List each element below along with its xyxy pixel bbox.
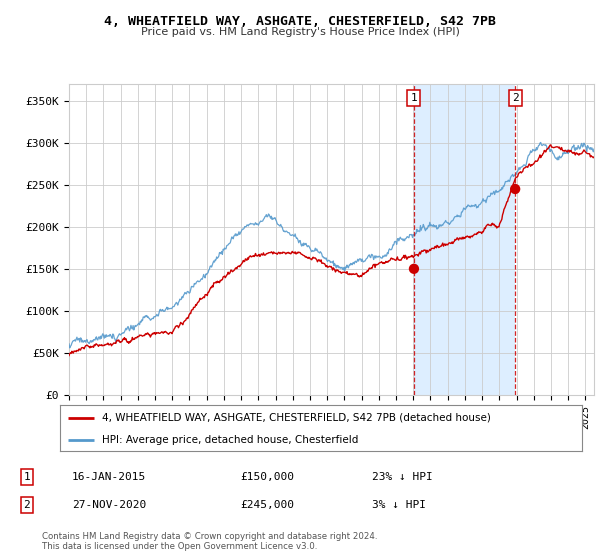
Bar [414,84,515,395]
Text: £245,000: £245,000 [240,500,294,510]
Text: Price paid vs. HM Land Registry's House Price Index (HPI): Price paid vs. HM Land Registry's House … [140,27,460,37]
Text: £150,000: £150,000 [240,472,294,482]
Text: Contains HM Land Registry data © Crown copyright and database right 2024.
This d: Contains HM Land Registry data © Crown c… [42,532,377,552]
Text: 1: 1 [23,472,31,482]
Text: 4, WHEATFIELD WAY, ASHGATE, CHESTERFIELD, S42 7PB: 4, WHEATFIELD WAY, ASHGATE, CHESTERFIELD… [104,15,496,27]
Point [511,185,520,194]
Text: 1: 1 [410,93,418,103]
Text: 27-NOV-2020: 27-NOV-2020 [72,500,146,510]
Text: HPI: Average price, detached house, Chesterfield: HPI: Average price, detached house, Ches… [102,435,358,445]
Text: 16-JAN-2015: 16-JAN-2015 [72,472,146,482]
Text: 2: 2 [512,93,518,103]
Point [409,264,419,273]
Text: 23% ↓ HPI: 23% ↓ HPI [372,472,433,482]
Text: 4, WHEATFIELD WAY, ASHGATE, CHESTERFIELD, S42 7PB (detached house): 4, WHEATFIELD WAY, ASHGATE, CHESTERFIELD… [102,413,491,423]
Text: 2: 2 [23,500,31,510]
Text: 3% ↓ HPI: 3% ↓ HPI [372,500,426,510]
